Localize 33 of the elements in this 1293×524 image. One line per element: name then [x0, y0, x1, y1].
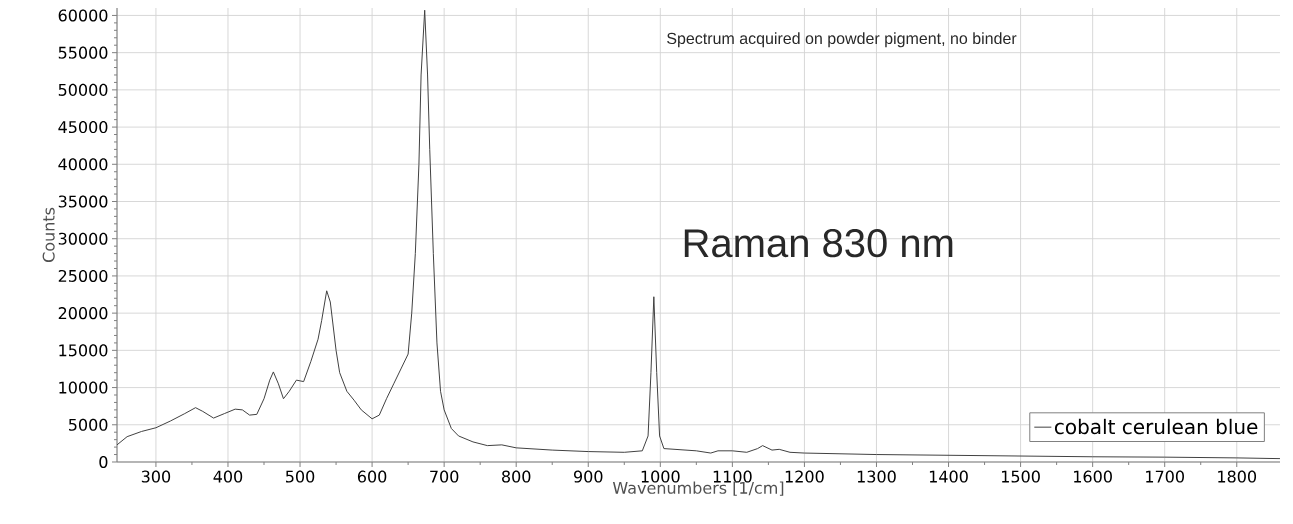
y-tick-label: 35000 [58, 195, 108, 208]
x-tick-label: 500 [286, 470, 315, 483]
x-tick-label: 600 [357, 470, 387, 483]
annotation: Spectrum acquired on powder pigment, no binder [667, 32, 1017, 48]
y-axis-title: Counts [42, 207, 55, 263]
x-tick-label: 1100 [713, 470, 752, 483]
x-tick-label: 1600 [1074, 470, 1112, 483]
y-tick-label: 10000 [59, 381, 108, 394]
x-tick-label: 900 [573, 470, 603, 483]
x-tick-label: 1000 [641, 470, 680, 483]
annotation: Raman 830 nm [684, 229, 953, 258]
y-tick-label: 15000 [59, 344, 108, 357]
y-tick-label: 50000 [58, 83, 108, 96]
x-tick-label: 700 [430, 470, 459, 483]
y-tick-label: 0 [99, 455, 108, 469]
y-tick-label: 40000 [58, 158, 108, 171]
y-tick-label: 5000 [69, 418, 108, 431]
x-tick-label: 400 [213, 470, 243, 483]
y-tick-label: 60000 [58, 9, 108, 22]
x-tick-label: 1500 [1001, 470, 1040, 483]
x-tick-label: 300 [141, 470, 171, 483]
y-tick-label: 30000 [58, 232, 108, 245]
x-tick-label: 1700 [1146, 470, 1184, 483]
x-tick-label: 1300 [857, 470, 896, 483]
legend-label: cobalt cerulean blue [1054, 418, 1258, 435]
y-tick-label: 25000 [58, 269, 108, 282]
y-tick-label: 55000 [58, 46, 108, 59]
x-tick-label: 1800 [1218, 470, 1257, 483]
y-tick-label: 45000 [58, 121, 108, 134]
x-tick-label: 800 [502, 470, 531, 483]
y-tick-label: 20000 [58, 307, 108, 320]
x-tick-label: 1400 [929, 470, 968, 483]
x-tick-label: 1200 [785, 470, 824, 483]
